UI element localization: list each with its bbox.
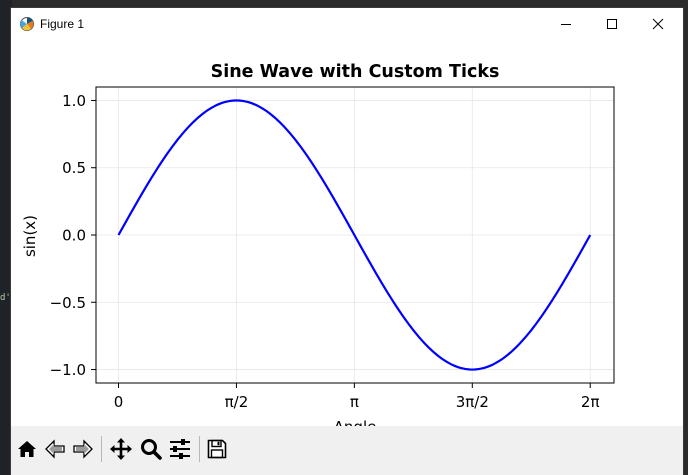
- close-icon: [652, 18, 664, 30]
- minimize-button[interactable]: [543, 8, 589, 40]
- forward-arrow-icon: [73, 439, 93, 459]
- pan-icon: [110, 438, 132, 460]
- y-tick-label: 1.0: [62, 92, 86, 110]
- forward-button[interactable]: [70, 436, 96, 462]
- x-tick-label: π/2: [225, 393, 249, 411]
- chart-title: Sine Wave with Custom Ticks: [211, 62, 500, 82]
- y-axis-label: sin(x): [21, 215, 39, 257]
- pan-button[interactable]: [108, 436, 134, 462]
- window-title: Figure 1: [40, 17, 85, 31]
- x-tick-label: 3π/2: [456, 393, 489, 411]
- sine-chart: 0 π/2 π 3π/2 2π −1.0 −0.5 0.0 0.5 1.0 Sine Wave w…: [21, 62, 615, 426]
- configure-subplots-icon: [170, 439, 190, 459]
- y-tick-label: 0.5: [62, 159, 86, 177]
- maximize-icon: [607, 19, 617, 29]
- save-icon: [207, 439, 227, 459]
- zoom-icon: [141, 439, 162, 460]
- figure-window: Figure 1 0 π/2 π 3π/2 2π −1.0 −0.5 0.0 0.5 1.0 Si…: [11, 8, 683, 475]
- sine-series-line: [117, 99, 592, 371]
- home-button[interactable]: [14, 436, 40, 462]
- x-tick-label: 0: [114, 393, 124, 411]
- matplotlib-app-icon: [19, 16, 35, 32]
- maximize-button[interactable]: [589, 8, 635, 40]
- axis-ticks: 0 π/2 π 3π/2 2π −1.0 −0.5 0.0 0.5 1.0: [50, 92, 600, 411]
- background-editor-text: d': [0, 293, 11, 303]
- x-tick-label: π: [350, 393, 359, 411]
- y-tick-label: −0.5: [50, 294, 86, 312]
- toolbar-separator: [101, 436, 102, 462]
- minimize-icon: [561, 24, 571, 25]
- y-tick-label: −1.0: [50, 361, 86, 379]
- figure-canvas[interactable]: 0 π/2 π 3π/2 2π −1.0 −0.5 0.0 0.5 1.0 Sine Wave w…: [11, 40, 683, 426]
- x-axis-label: Angle: [334, 418, 377, 426]
- close-button[interactable]: [635, 8, 681, 40]
- navigation-toolbar: [11, 426, 683, 475]
- zoom-button[interactable]: [138, 436, 164, 462]
- x-tick-label: 2π: [581, 393, 600, 411]
- background-editor-strip: d': [0, 0, 12, 475]
- configure-subplots-button[interactable]: [167, 436, 193, 462]
- y-tick-label: 0.0: [62, 227, 86, 245]
- title-bar[interactable]: Figure 1: [11, 8, 683, 40]
- toolbar-separator: [199, 436, 200, 462]
- home-icon: [18, 441, 36, 457]
- back-arrow-icon: [45, 439, 65, 459]
- back-button[interactable]: [42, 436, 68, 462]
- save-button[interactable]: [204, 436, 230, 462]
